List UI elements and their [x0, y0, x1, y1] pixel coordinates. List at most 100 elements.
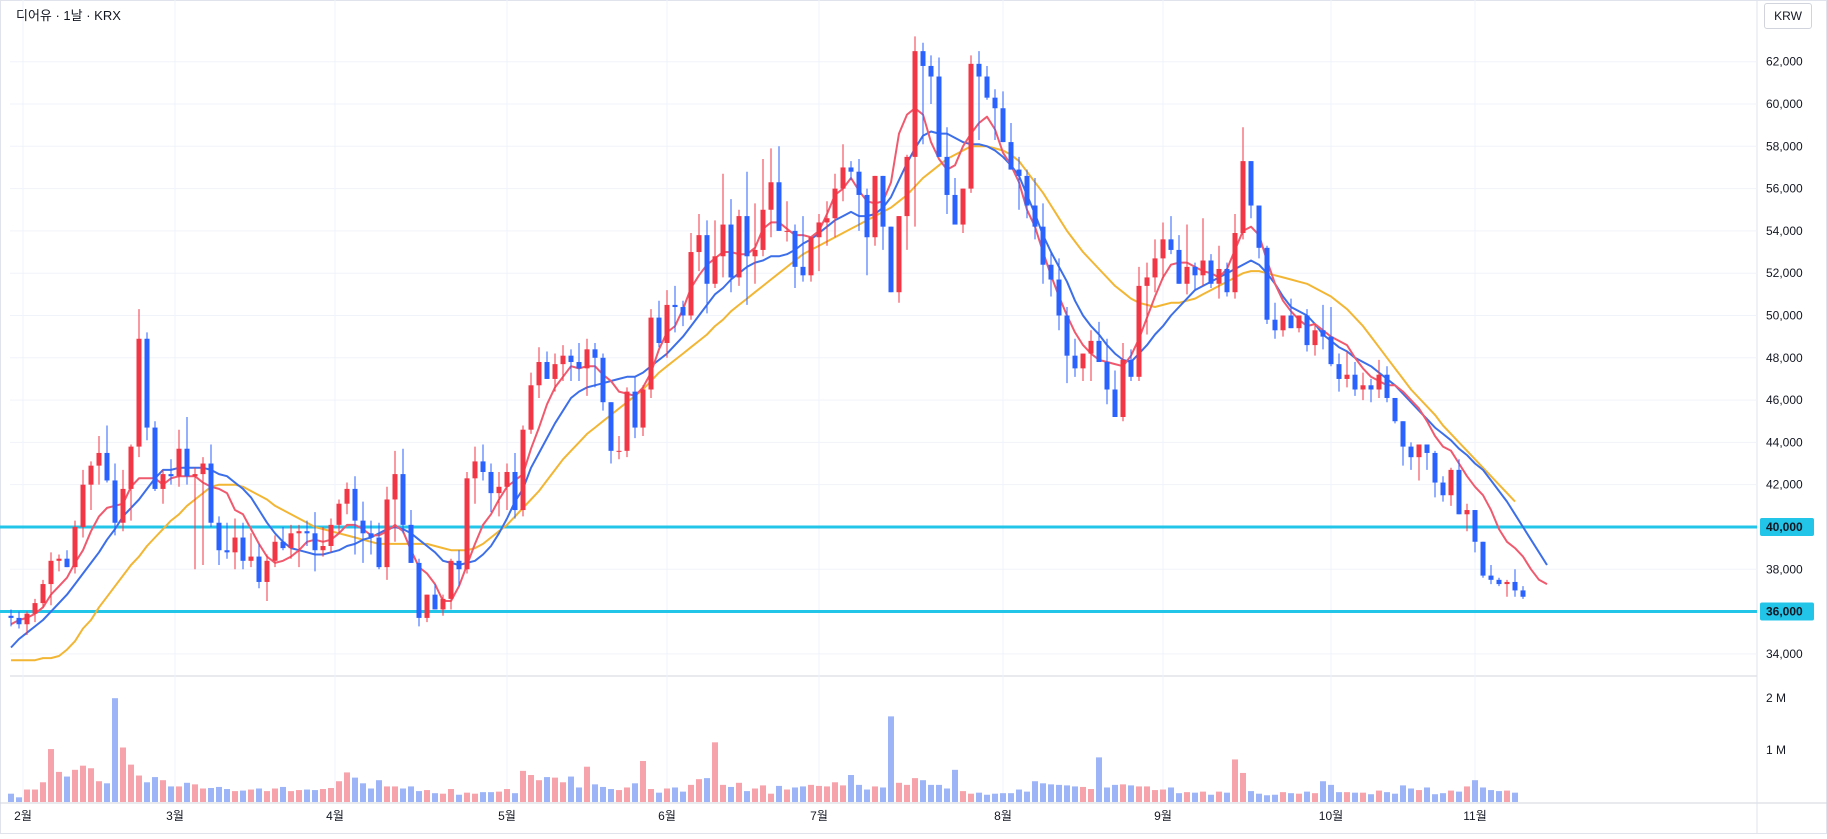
candle-body	[1176, 249, 1182, 284]
candle-body	[176, 448, 182, 477]
volume-bar	[840, 785, 846, 802]
volume-bar	[1120, 784, 1126, 802]
volume-bar	[1192, 792, 1198, 802]
volume-bar	[744, 791, 750, 802]
volume-bar	[1240, 772, 1246, 802]
volume-bar	[520, 770, 526, 802]
candle-body	[472, 461, 478, 479]
volume-bar	[480, 792, 486, 802]
volume-bar	[392, 786, 398, 802]
volume-bar	[336, 781, 342, 802]
candle-body	[576, 362, 582, 369]
candle-body	[384, 499, 390, 568]
candle-body	[1112, 389, 1118, 417]
volume-bar	[1384, 792, 1390, 802]
volume-bar	[1344, 792, 1350, 802]
volume-bar	[64, 776, 70, 802]
candle-body	[1120, 359, 1126, 417]
candle-body	[1096, 340, 1102, 363]
volume-bar	[208, 787, 214, 802]
candlesticks	[8, 36, 1526, 635]
volume-bar	[552, 777, 558, 802]
candle-body	[200, 463, 206, 475]
candle-body	[1392, 397, 1398, 422]
volume-bar	[728, 786, 734, 802]
level-label: 40,000	[1766, 520, 1803, 534]
candle-body	[512, 471, 518, 511]
volume-bar	[432, 793, 438, 802]
candle-body	[728, 224, 734, 278]
candle-body	[1368, 385, 1374, 390]
candle-body	[1216, 268, 1222, 284]
volume-bar	[112, 698, 118, 802]
price-tick-label: 50,000	[1766, 308, 1803, 322]
volume-bar	[296, 790, 302, 802]
candle-body	[1056, 279, 1062, 316]
candle-body	[280, 541, 286, 549]
candle-body	[136, 338, 142, 447]
volume-bar	[824, 786, 830, 802]
volume-bar	[872, 786, 878, 802]
volume-bar	[1392, 793, 1398, 802]
candle-body	[1440, 482, 1446, 496]
candle-body	[1032, 205, 1038, 227]
volume-bar	[1224, 792, 1230, 802]
level-label: 36,000	[1766, 605, 1803, 619]
candle-body	[800, 266, 806, 276]
candle-body	[8, 615, 14, 618]
candle-body	[664, 304, 670, 343]
volume-bar	[280, 786, 286, 802]
price-tick-label: 34,000	[1766, 647, 1803, 661]
volume-bar	[1296, 793, 1302, 802]
time-tick-label: 4월	[326, 809, 344, 823]
candle-body	[128, 446, 134, 489]
candle-body	[368, 533, 374, 538]
candle-body	[1208, 260, 1214, 284]
volume-bar	[136, 775, 142, 802]
candle-body	[480, 461, 486, 472]
volume-bar	[648, 789, 654, 802]
candle-body	[432, 594, 438, 610]
candle-body	[184, 448, 190, 477]
volume-bar	[32, 789, 38, 802]
volume-bar	[1440, 793, 1446, 802]
volume-bar	[1144, 786, 1150, 802]
volume-bar	[320, 789, 326, 802]
candle-body	[1200, 260, 1206, 276]
level-lines	[0, 525, 1757, 614]
volume-bar	[72, 769, 78, 802]
chart-title: 디어유 · 1날 · KRX	[16, 8, 121, 23]
volume-bar	[632, 783, 638, 802]
ma20-line	[11, 145, 1516, 662]
candle-body	[1472, 510, 1478, 542]
price-tick-label: 54,000	[1766, 224, 1803, 238]
candle-body	[768, 182, 774, 210]
candle-body	[1384, 374, 1390, 398]
time-tick-label: 9월	[1154, 809, 1172, 823]
candle-body	[1264, 247, 1270, 320]
candle-body	[1288, 315, 1294, 329]
volume-bar	[992, 793, 998, 802]
volume-bar	[128, 764, 134, 802]
volume-bar	[1232, 759, 1238, 802]
candle-body	[1512, 581, 1518, 591]
volume-bar	[856, 784, 862, 802]
candle-body	[16, 617, 22, 625]
volume-bar	[1168, 787, 1174, 802]
volume-bar	[568, 776, 574, 802]
currency-button[interactable]: KRW	[1764, 3, 1812, 29]
volume-bar	[672, 787, 678, 802]
candle-body	[1160, 239, 1166, 259]
volume-bar	[848, 775, 854, 802]
volume-bar	[1152, 790, 1158, 802]
volume-bar	[936, 784, 942, 802]
volume-bar	[56, 771, 62, 802]
volume-bar	[1016, 789, 1022, 802]
volume-bar	[1368, 794, 1374, 802]
candle-body	[928, 65, 934, 77]
volume-bar	[360, 783, 366, 802]
candle-body	[1136, 285, 1142, 377]
volume-bar	[232, 791, 238, 802]
candle-body	[1080, 353, 1086, 369]
